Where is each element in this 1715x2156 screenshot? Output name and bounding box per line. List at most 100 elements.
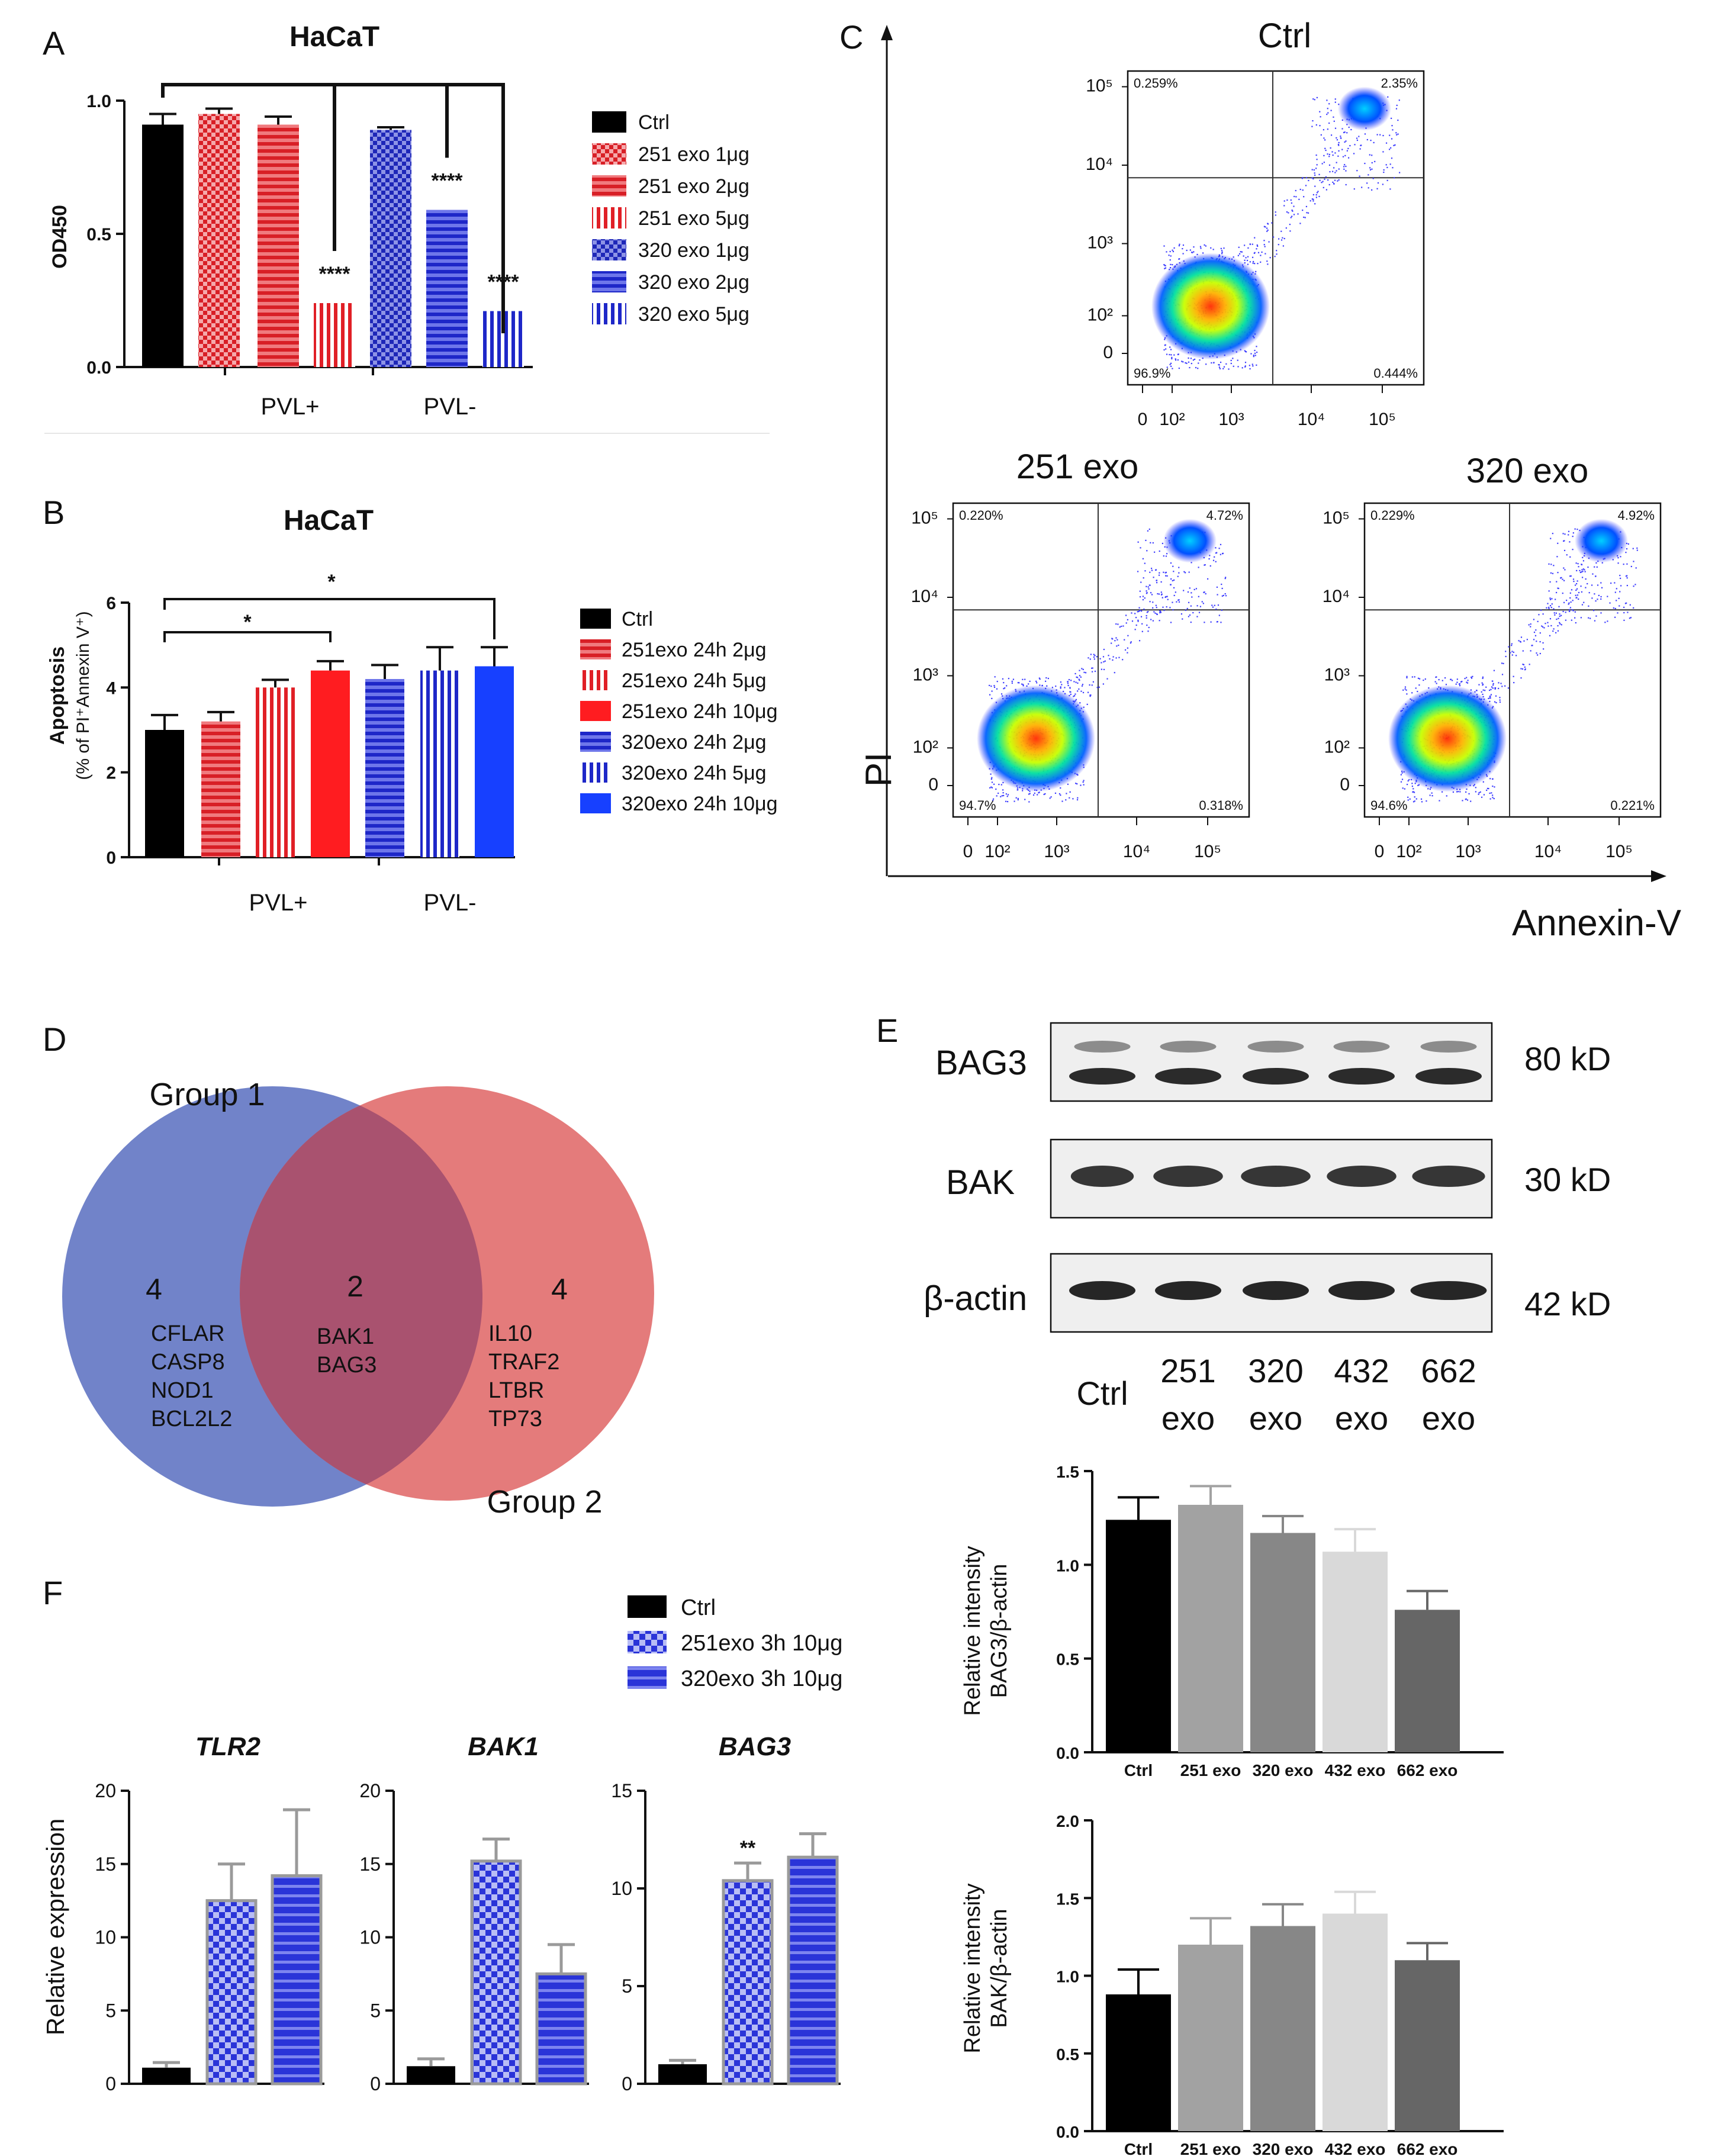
panel-c-plot-1-dot-382 <box>996 688 998 690</box>
panel-c-plot-2-dot-872 <box>1491 686 1493 688</box>
panel-c-plot-2-dot-210 <box>1623 564 1624 565</box>
panel-c-plot-2-dot-485 <box>1560 614 1562 616</box>
panel-c-plot-0-dot-763 <box>1371 155 1373 156</box>
panel-c-plot-1-dot-580 <box>1143 577 1144 579</box>
panel-c-plot-1-ytick-4: 0 <box>928 775 938 794</box>
panel-c-plot-2-dot-678 <box>1482 693 1484 696</box>
panel-c-plot-0-dot-56 <box>1254 355 1256 356</box>
panel-c-plot-0-dot-220 <box>1338 141 1340 144</box>
panel-c-plot-1-dot-468 <box>1163 571 1164 573</box>
panel-c-plot-0-dot-34 <box>1334 98 1336 100</box>
panel-c-plot-1-dot-498 <box>998 792 999 794</box>
wb-kd-bag3: 80 kD <box>1524 1040 1611 1077</box>
panel-c-plot-0-dot-611 <box>1256 351 1258 353</box>
panel-c-plot-2-dot-613 <box>1404 686 1407 688</box>
panel-b-legend-swatch-6 <box>580 793 611 813</box>
panel-c-plot-2-dot-536 <box>1581 569 1583 571</box>
panel-c-plot-1-dot-378 <box>1172 580 1173 582</box>
panel-c-plot-0-dot-471 <box>1360 144 1362 146</box>
panel-c-plot-1-dot-565 <box>1078 688 1080 690</box>
panel-f-sub-0-ytick-0: 0 <box>105 2073 116 2094</box>
panel-c-plot-1-dot-536 <box>1075 681 1077 683</box>
panel-c-plot-2-dot-117 <box>1595 562 1597 564</box>
panel-c-plot-1-dot-626 <box>1073 681 1075 683</box>
panel-c-plot-1-dot-581 <box>1134 613 1136 614</box>
panel-c-plot-2-dot-167 <box>1629 604 1631 606</box>
panel-c-plot-2-dot-180 <box>1596 566 1598 568</box>
panel-b-ylabel-line2: (% of PI⁺Annexin V⁺) <box>73 611 93 780</box>
panel-c-plot-1-dot-846 <box>1160 594 1163 596</box>
panel-c-plot-0-q-ul: 0.259% <box>1134 76 1178 91</box>
panel-c-plot-0-dot-487 <box>1221 250 1223 252</box>
panel-c-plot-1-dot-245 <box>1081 668 1083 670</box>
panel-f-sub-0-bar-0 <box>142 2067 191 2084</box>
panel-c-plot-0-dot-566 <box>1312 200 1314 202</box>
panel-c-plot-2-dot-813 <box>1533 619 1535 620</box>
panel-c-plot-2-dot-382 <box>1581 564 1583 565</box>
panel-c-plots: Ctrl 0.259% 2.35% 96.9% 0.444% 10⁵ 10⁴ 10³ 10² 0 0… <box>911 17 1662 861</box>
panel-c-plot-0-dot-684 <box>1256 244 1258 246</box>
panel-c-plot-0-dot-306 <box>1361 186 1363 188</box>
panel-c-plot-0-dot-594 <box>1166 353 1168 355</box>
panel-c-plot-1-dot-192 <box>1109 658 1111 660</box>
panel-c-plot-0-dot-235 <box>1314 174 1316 176</box>
panel-a-legend: Ctrl 251 exo 1μg 251 exo 2μg 251 exo 5μg 320… <box>592 111 749 326</box>
panel-e-bak-chart: Relative intensity BAK/β-actin 0.0 0.5 1.0… <box>960 1812 1504 2156</box>
venn-right-gene-2: TRAF2 <box>488 1350 559 1375</box>
panel-c-plot-2-dot-418 <box>1587 566 1589 568</box>
panel-c-plot-2-dot-538 <box>1466 677 1468 678</box>
panel-c-plot-1-density-upper <box>1163 519 1217 563</box>
panel-c-plot-2-dot-672 <box>1616 588 1617 590</box>
panel-c-plot-1-dot-356 <box>1127 647 1128 649</box>
panel-c-plot-0-dot-496 <box>1170 349 1172 350</box>
panel-c-plot-0-dot-330 <box>1311 198 1313 200</box>
panel-c-plot-1-dot-96 <box>1146 617 1147 619</box>
panel-c-plot-0-dot-395 <box>1289 223 1291 226</box>
panel-c-plot-0-dot-348 <box>1276 250 1278 252</box>
panel-c-plot-0-dot-209 <box>1185 362 1186 364</box>
panel-c-plot-0-dot-206 <box>1244 259 1246 261</box>
panel-c-plot-1-dot-459 <box>1175 591 1176 593</box>
panel-c-plot-2-dot-546 <box>1405 689 1407 691</box>
panel-f-sub-0-bar-2 <box>271 1874 323 2086</box>
panel-d-venn: Group 1 Group 2 4 2 4 CFLAR CASP8 NOD1 B… <box>62 1077 654 1520</box>
panel-c-plot-0-dot-405 <box>1169 250 1171 253</box>
panel-c-plot-0-dot-844 <box>1385 164 1387 166</box>
venn-right-count: 4 <box>551 1273 568 1306</box>
panel-c-plot-0-dot-402 <box>1345 184 1347 186</box>
panel-c-plot-0-dot-295 <box>1308 179 1309 182</box>
panel-c-plot-0-dot-382 <box>1328 103 1330 105</box>
panel-c-plot-0-dot-142 <box>1372 178 1374 179</box>
panel-c-plot-0-density-main <box>1151 253 1270 360</box>
panel-c-plot-2-dot-575 <box>1466 681 1468 683</box>
panel-c-plot-2-dot-696 <box>1460 681 1462 683</box>
panel-c-plot-2-dot-120 <box>1537 620 1539 622</box>
panel-c-plot-2-dot-451 <box>1531 645 1533 646</box>
panel-c-plot-0-dot-115 <box>1221 251 1223 253</box>
panel-c-plot-1-dot-791 <box>1202 603 1204 604</box>
panel-a-bar-0 <box>142 124 184 367</box>
panel-c-plot-1-dot-269 <box>1124 639 1125 641</box>
panel-c-plot-0-dot-398 <box>1205 245 1206 247</box>
panel-c-plot-0-dot-490 <box>1366 182 1368 184</box>
panel-c-plot-1-dot-319 <box>1038 677 1040 679</box>
panel-c-plot-2-dot-534 <box>1559 613 1560 615</box>
panel-c-plot-0-dot-97 <box>1199 359 1201 361</box>
panel-c-plot-1-dot-51 <box>1225 595 1227 597</box>
panel-c-plot-1-dot-205 <box>1124 649 1127 651</box>
panel-c-plot-0-dot-523 <box>1323 155 1325 157</box>
panel-c-plot-0-dot-536 <box>1244 350 1247 352</box>
panel-c-plot-1-dot-214 <box>1183 571 1185 572</box>
panel-c-plot-2-dot-15 <box>1584 571 1586 572</box>
panel-c-plot-2-dot-660 <box>1431 792 1433 794</box>
panel-c-plot-2-dot-549 <box>1569 597 1571 599</box>
panel-c-plot-1-dot-321 <box>1142 558 1144 559</box>
panel-b-bracket-2 <box>163 598 495 639</box>
panel-c-plot-2-dot-746 <box>1600 612 1602 614</box>
panel-c-plot-2-dot-142 <box>1499 699 1501 701</box>
panel-c-plot-0-dot-591 <box>1254 237 1256 239</box>
panel-c-plot-2-dot-570 <box>1575 589 1577 591</box>
panel-c-plot-0-dot-387 <box>1249 243 1251 245</box>
panel-c-plot-0-dot-171 <box>1278 244 1279 246</box>
panel-c-plot-1-dot-448 <box>1092 681 1095 683</box>
